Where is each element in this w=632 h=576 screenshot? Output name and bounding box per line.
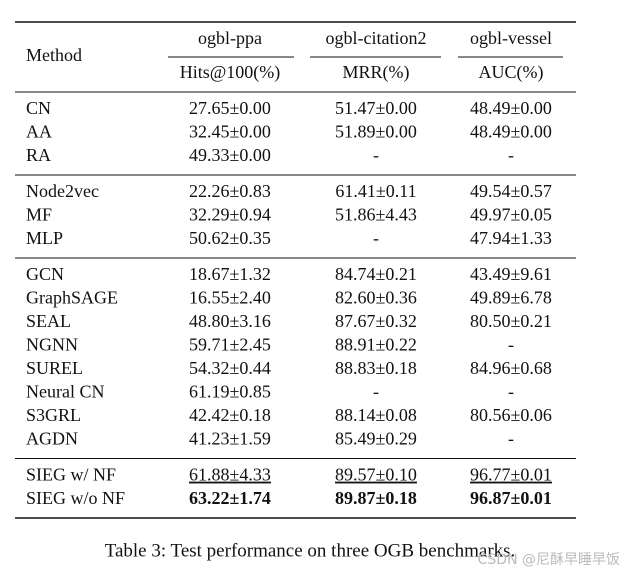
cell-value: 49.89±6.78 — [470, 288, 552, 308]
caption: Table 3: Test performance on three OGB b… — [105, 540, 516, 561]
cell-value: - — [508, 145, 514, 165]
cell-value: - — [508, 429, 514, 449]
cell-value: 61.19±0.85 — [189, 382, 271, 402]
metric-name: AUC(%) — [479, 62, 544, 83]
cell-value: 88.14±0.08 — [335, 405, 417, 425]
cell-value: 49.54±0.57 — [470, 181, 552, 201]
cell-value: 32.29±0.94 — [189, 205, 271, 225]
method-name: Neural CN — [26, 382, 104, 402]
cell-value: 89.57±0.10 — [335, 465, 417, 485]
cell-value: 50.62±0.35 — [189, 228, 271, 248]
method-name: CN — [26, 98, 51, 118]
cell-value: 54.32±0.44 — [189, 358, 271, 378]
cell-value: 85.49±0.29 — [335, 429, 417, 449]
cell-value: 84.74±0.21 — [335, 264, 417, 284]
cell-value: 61.41±0.11 — [335, 181, 416, 201]
cell-value: 18.67±1.32 — [189, 264, 271, 284]
cell-value: 42.42±0.18 — [189, 405, 271, 425]
cell-value: - — [508, 382, 514, 402]
cell-value: 51.89±0.00 — [335, 122, 417, 142]
cell-value: 80.50±0.21 — [470, 311, 552, 331]
cell-value: - — [373, 228, 379, 248]
cell-value: - — [373, 382, 379, 402]
cell-value: 96.87±0.01 — [470, 488, 552, 508]
method-name: MLP — [26, 228, 63, 248]
dataset-name: ogbl-vessel — [470, 28, 552, 48]
method-name: SEAL — [26, 311, 71, 331]
cell-value: 82.60±0.36 — [335, 288, 417, 308]
method-name: MF — [26, 205, 52, 225]
method-name: S3GRL — [26, 405, 81, 425]
method-name: NGNN — [26, 335, 78, 355]
cell-value: 43.49±9.61 — [470, 264, 552, 284]
cell-value: 22.26±0.83 — [189, 181, 271, 201]
cell-value: - — [508, 335, 514, 355]
method-name: AA — [26, 122, 52, 142]
dataset-name: ogbl-ppa — [198, 28, 262, 48]
cell-value: 49.97±0.05 — [470, 205, 552, 225]
cell-value: 84.96±0.68 — [470, 358, 552, 378]
cell-value: 48.49±0.00 — [470, 98, 552, 118]
cell-value: 49.33±0.00 — [189, 145, 271, 165]
cell-value: 48.80±3.16 — [189, 311, 271, 331]
method-name: RA — [26, 145, 51, 165]
dataset-name: ogbl-citation2 — [326, 28, 427, 48]
cell-value: 51.86±4.43 — [335, 205, 417, 225]
method-name: SUREL — [26, 358, 83, 378]
method-name: SIEG w/ NF — [26, 465, 116, 485]
watermark: CSDN @尼酥早睡早饭 — [478, 552, 620, 568]
method-name: SIEG w/o NF — [26, 488, 125, 508]
cell-value: 80.56±0.06 — [470, 405, 552, 425]
cell-value: 89.87±0.18 — [335, 488, 417, 508]
cell-value: 16.55±2.40 — [189, 288, 271, 308]
method-name: GraphSAGE — [26, 288, 118, 308]
cell-value: 88.83±0.18 — [335, 358, 417, 378]
cell-value: 51.47±0.00 — [335, 98, 417, 118]
cell-value: 87.67±0.32 — [335, 311, 417, 331]
cell-value: 32.45±0.00 — [189, 122, 271, 142]
metric-name: MRR(%) — [343, 62, 410, 83]
metric-name: Hits@100(%) — [180, 62, 281, 83]
method-name: AGDN — [26, 429, 78, 449]
cell-value: 59.71±2.45 — [189, 335, 271, 355]
cell-value: 48.49±0.00 — [470, 122, 552, 142]
cell-value: 88.91±0.22 — [335, 335, 417, 355]
cell-value: 63.22±1.74 — [189, 488, 271, 508]
method-name: GCN — [26, 264, 64, 284]
cell-value: - — [373, 145, 379, 165]
cell-value: 27.65±0.00 — [189, 98, 271, 118]
cell-value: 41.23±1.59 — [189, 429, 271, 449]
cell-value: 47.94±1.33 — [470, 228, 552, 248]
method-header: Method — [26, 45, 82, 65]
cell-value: 96.77±0.01 — [470, 465, 552, 485]
method-name: Node2vec — [26, 181, 99, 201]
cell-value: 61.88±4.33 — [189, 465, 271, 485]
